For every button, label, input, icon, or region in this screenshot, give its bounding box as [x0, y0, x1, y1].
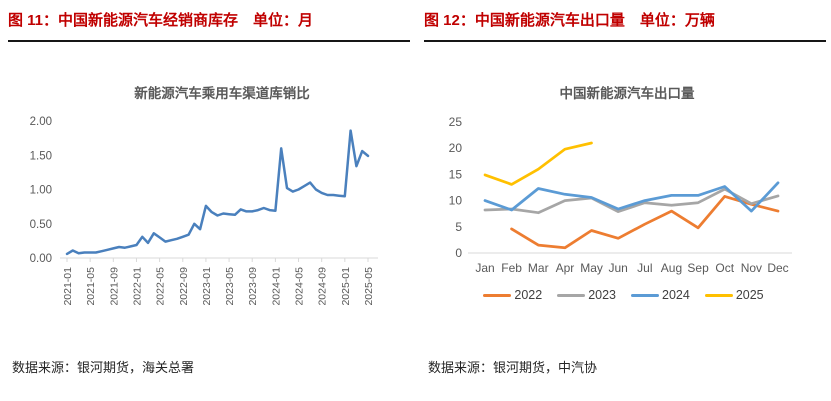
series-line-2023: [483, 187, 780, 215]
export-volume-chart: 中国新能源汽车出口量 0 5 10 15 20 25 Jan Feb Mar Apr May Jun Ju…: [449, 85, 792, 275]
y-tick-label: 10: [449, 194, 463, 208]
x-tick-label: 2025-01: [340, 267, 352, 306]
x-tick-label: 2022-01: [131, 267, 143, 306]
x-tick-label: 2023-05: [224, 267, 236, 306]
y-tick-label: 5: [455, 220, 462, 234]
figure-11-title: 图 11：中国新能源汽车经销商库存 单位：月: [8, 12, 314, 29]
x-tick-label: Mar: [528, 261, 549, 275]
legend-label-2024: 2024: [662, 288, 690, 302]
y-tick-label: 20: [449, 141, 463, 155]
x-tick-label: Aug: [661, 261, 682, 275]
legend-item-2023: 2023: [557, 288, 616, 302]
figure-11-divider: [8, 40, 410, 42]
x-tick-label: 2024-05: [294, 267, 306, 306]
y-tick-label: 1.00: [30, 185, 52, 197]
x-tick-label: 2025-05: [363, 267, 375, 306]
y-tick-label: 25: [449, 115, 463, 129]
y-tick-label: 0.50: [30, 219, 52, 231]
x-tick-label: 2021-05: [85, 267, 97, 306]
series-line-2025: [483, 141, 593, 186]
x-tick-label: Sep: [687, 261, 709, 275]
x-tick-label: Jan: [475, 261, 494, 275]
series-line-2022: [510, 195, 780, 250]
x-tick-label: 2023-09: [247, 267, 259, 306]
legend-item-2022: 2022: [483, 288, 542, 302]
y-tick-label: 2.00: [30, 116, 52, 128]
inventory-ratio-chart: 新能源汽车乘用车渠道库销比 0.00 0.50 1.00 1.50 2.00 2021-01…: [30, 85, 378, 306]
legend-label-2022: 2022: [514, 288, 543, 302]
x-tick-label: Oct: [715, 261, 734, 275]
x-tick-label: Jun: [609, 261, 628, 275]
figure-12-data-source: 数据来源：银河期货，中汽协: [428, 360, 598, 375]
x-tick-label: 2024-09: [317, 267, 329, 306]
legend-item-2024: 2024: [631, 288, 690, 302]
export-chart-legend: 2022 2023 2024 2025: [416, 288, 831, 302]
chart-title: 中国新能源汽车出口量: [560, 85, 695, 101]
series-line-渠道库销比: [65, 129, 370, 256]
x-tick-label: 2024-01: [270, 267, 282, 306]
series-line-2024: [483, 181, 780, 213]
figure-12-title: 图 12：中国新能源汽车出口量 单位：万辆: [424, 12, 715, 29]
x-tick-label: Nov: [741, 261, 762, 275]
legend-line-swatch-2025: [704, 293, 733, 297]
legend-item-2025: 2025: [704, 288, 764, 302]
legend-line-swatch-2023: [557, 293, 586, 297]
y-tick-label: 0: [455, 246, 462, 260]
panel-figure-11: 图 11：中国新能源汽车经销商库存 单位：月 新能源汽车乘用车渠道库销比 0.00…: [0, 0, 415, 401]
y-tick-label: 15: [449, 167, 463, 181]
x-tick-label: Apr: [556, 261, 575, 275]
legend-label-2023: 2023: [588, 288, 616, 302]
x-tick-label: 2021-01: [62, 267, 74, 306]
x-tick-label: 2022-09: [178, 267, 190, 306]
x-tick-label: 2023-01: [201, 267, 213, 306]
legend-line-swatch-2022: [483, 293, 512, 297]
figure-12-divider: [424, 40, 826, 42]
y-tick-label: 0.00: [30, 253, 52, 265]
x-tick-label: Dec: [767, 261, 788, 275]
legend-line-swatch-2024: [631, 293, 659, 297]
x-tick-label: Feb: [501, 261, 522, 275]
chart-title: 新能源汽车乘用车渠道库销比: [134, 85, 310, 101]
x-tick-label: 2022-05: [155, 267, 167, 306]
legend-label-2025: 2025: [735, 288, 764, 302]
x-tick-label: May: [580, 261, 603, 275]
y-tick-label: 1.50: [30, 150, 52, 162]
x-tick-label: Jul: [637, 261, 652, 275]
panel-figure-12: 图 12：中国新能源汽车出口量 单位：万辆 中国新能源汽车出口量 0 5 10 15 20…: [416, 0, 831, 401]
x-tick-label: 2021-09: [108, 267, 120, 306]
figure-11-data-source: 数据来源：银河期货，海关总署: [12, 360, 195, 375]
